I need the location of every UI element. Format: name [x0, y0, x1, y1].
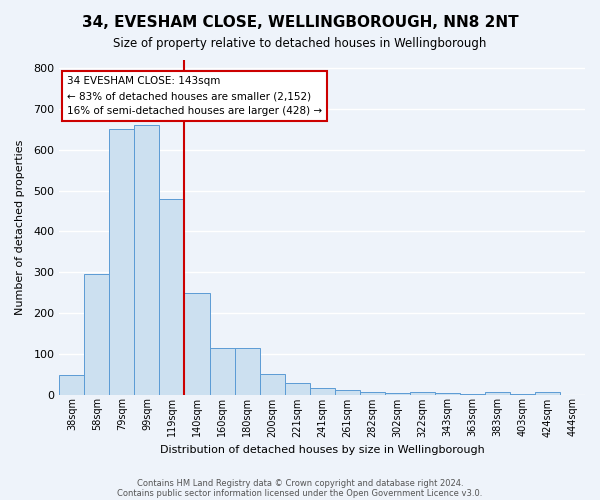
Bar	[310, 388, 335, 394]
Bar	[385, 393, 410, 394]
Y-axis label: Number of detached properties: Number of detached properties	[15, 140, 25, 315]
Bar	[160, 198, 184, 394]
Text: Contains HM Land Registry data © Crown copyright and database right 2024.: Contains HM Land Registry data © Crown c…	[137, 478, 463, 488]
Bar	[59, 376, 85, 394]
X-axis label: Distribution of detached houses by size in Wellingborough: Distribution of detached houses by size …	[160, 445, 485, 455]
Bar	[85, 274, 109, 394]
Bar	[184, 292, 209, 394]
Text: Size of property relative to detached houses in Wellingborough: Size of property relative to detached ho…	[113, 38, 487, 51]
Bar	[209, 348, 235, 395]
Bar	[360, 392, 385, 394]
Text: 34 EVESHAM CLOSE: 143sqm
← 83% of detached houses are smaller (2,152)
16% of sem: 34 EVESHAM CLOSE: 143sqm ← 83% of detach…	[67, 76, 322, 116]
Bar	[284, 383, 310, 394]
Bar	[335, 390, 360, 394]
Bar	[410, 392, 435, 394]
Bar	[485, 392, 510, 394]
Text: Contains public sector information licensed under the Open Government Licence v3: Contains public sector information licen…	[118, 488, 482, 498]
Bar	[535, 392, 560, 394]
Bar	[260, 374, 284, 394]
Text: 34, EVESHAM CLOSE, WELLINGBOROUGH, NN8 2NT: 34, EVESHAM CLOSE, WELLINGBOROUGH, NN8 2…	[82, 15, 518, 30]
Bar	[235, 348, 260, 395]
Bar	[134, 126, 160, 394]
Bar	[109, 130, 134, 394]
